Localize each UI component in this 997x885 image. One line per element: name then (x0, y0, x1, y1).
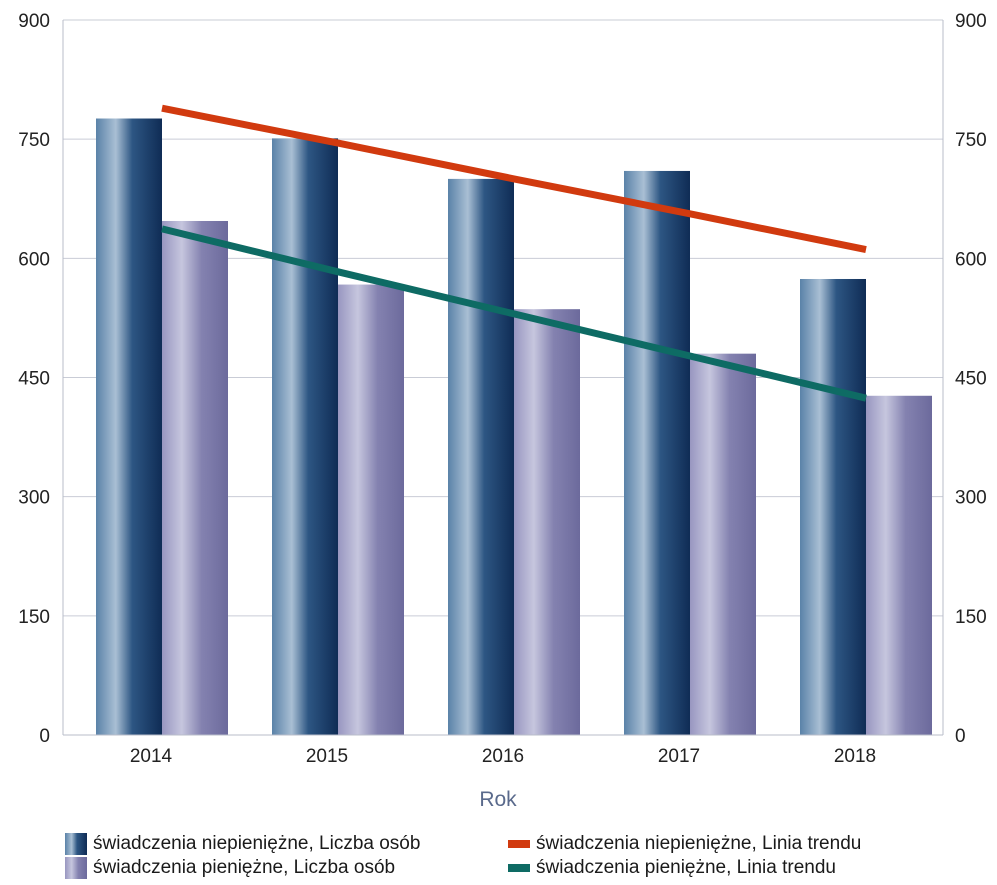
x-tick-label: 2016 (482, 746, 524, 767)
x-tick-label: 2018 (834, 746, 876, 767)
x-tick-label: 2017 (658, 746, 700, 767)
bar-pieniezne-2018 (866, 395, 932, 735)
y2-tick-label: 150 (955, 607, 987, 628)
bar-niepieniezne-2015 (272, 138, 338, 736)
y2-tick-label: 300 (955, 488, 987, 509)
trend-line-niepieniezne (161, 104, 867, 254)
x-tick-label: 2015 (306, 746, 348, 767)
x-tick-label: 2014 (130, 746, 173, 767)
bar-pieniezne-2016 (514, 309, 580, 735)
trend-line-pieniezne (161, 225, 867, 402)
bar-niepieniezne-2016 (448, 178, 514, 735)
y2-tick-label: 900 (955, 11, 987, 32)
y-tick-label: 300 (18, 488, 50, 509)
y2-tick-label: 750 (955, 130, 987, 151)
x-axis-title: Rok (479, 788, 517, 811)
bars (96, 118, 932, 736)
bar-niepieniezne-2017 (624, 170, 690, 735)
bar-niepieniezne-2018 (800, 278, 866, 735)
trend-lines (161, 104, 867, 402)
bar-pieniezne-2014 (162, 220, 228, 735)
y2-tick-label: 600 (955, 249, 987, 270)
y-tick-label: 150 (18, 607, 50, 628)
y-tick-label: 450 (18, 369, 50, 390)
y2-tick-label: 0 (955, 726, 966, 747)
bar-niepieniezne-2014 (96, 118, 162, 735)
y2-tick-label: 450 (955, 369, 987, 390)
y-tick-label: 600 (18, 249, 50, 270)
bar-pieniezne-2017 (690, 353, 756, 735)
y-tick-label: 750 (18, 130, 50, 151)
y-tick-label: 0 (39, 726, 50, 747)
bar-pieniezne-2015 (338, 284, 404, 735)
axes: 0 150 300 450 600 750 900 0 150 300 450 600 750 900 20… (18, 11, 986, 767)
y-tick-label: 900 (18, 11, 50, 32)
